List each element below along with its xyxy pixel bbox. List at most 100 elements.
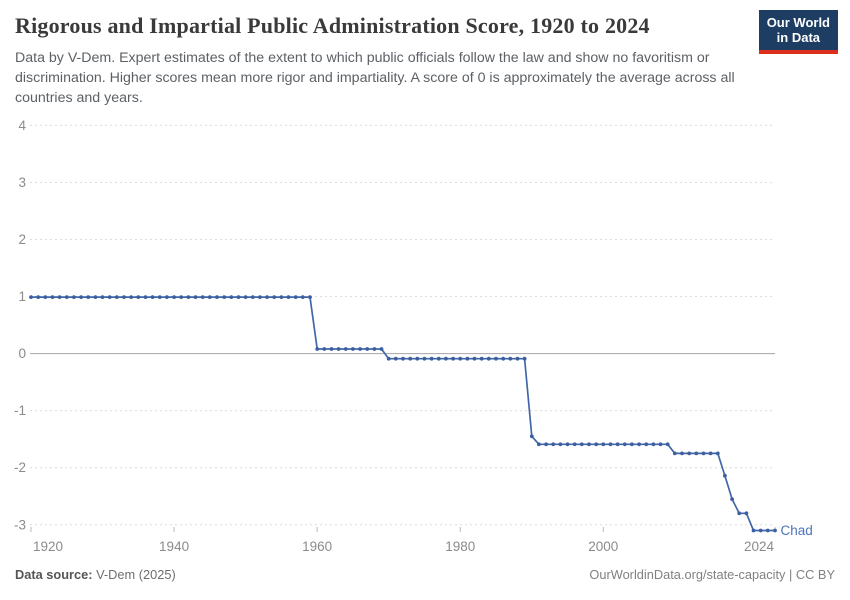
data-point[interactable] (644, 442, 649, 447)
data-point[interactable] (537, 442, 541, 447)
data-point[interactable] (751, 528, 756, 533)
data-point[interactable] (150, 295, 155, 299)
data-point[interactable] (408, 356, 413, 361)
data-point[interactable] (315, 347, 320, 351)
data-point[interactable] (401, 356, 405, 361)
data-point[interactable] (465, 356, 470, 361)
data-point[interactable] (665, 442, 670, 447)
data-point[interactable] (86, 295, 91, 299)
data-point[interactable] (444, 356, 448, 361)
data-point[interactable] (79, 295, 83, 299)
data-point[interactable] (336, 347, 341, 351)
data-point[interactable] (222, 295, 227, 299)
data-point[interactable] (565, 442, 570, 447)
data-point[interactable] (343, 347, 348, 351)
data-point[interactable] (293, 295, 298, 299)
data-point[interactable] (143, 295, 148, 299)
data-point[interactable] (544, 442, 548, 447)
credit-link[interactable]: OurWorldinData.org/state-capacity | CC B… (589, 567, 835, 582)
data-point[interactable] (587, 442, 591, 447)
data-point[interactable] (558, 442, 563, 447)
data-point[interactable] (715, 451, 720, 456)
data-point[interactable] (637, 442, 641, 447)
data-point[interactable] (494, 356, 498, 361)
data-point[interactable] (393, 356, 398, 361)
data-point[interactable] (72, 295, 76, 299)
data-point[interactable] (57, 295, 62, 299)
data-point[interactable] (579, 442, 584, 447)
data-point[interactable] (365, 347, 370, 351)
data-point[interactable] (694, 451, 699, 456)
data-point[interactable] (136, 295, 141, 299)
data-point[interactable] (687, 451, 692, 456)
data-point[interactable] (129, 295, 134, 299)
data-point[interactable] (765, 528, 770, 533)
data-point[interactable] (322, 347, 327, 351)
data-point[interactable] (215, 295, 219, 299)
data-point[interactable] (186, 295, 191, 299)
data-point[interactable] (300, 295, 305, 299)
data-point[interactable] (279, 295, 284, 299)
data-line-chad[interactable] (30, 296, 776, 532)
data-point[interactable] (422, 356, 427, 361)
data-point[interactable] (200, 295, 205, 299)
data-point[interactable] (100, 295, 105, 299)
data-point[interactable] (458, 356, 463, 361)
data-point[interactable] (451, 356, 455, 361)
data-point[interactable] (165, 295, 169, 299)
data-point[interactable] (351, 347, 355, 351)
data-point[interactable] (36, 295, 41, 299)
data-point[interactable] (372, 347, 377, 351)
data-point[interactable] (386, 356, 391, 361)
data-point[interactable] (329, 347, 334, 351)
data-point[interactable] (379, 347, 384, 351)
data-point[interactable] (93, 295, 98, 299)
data-point[interactable] (723, 473, 727, 478)
data-point[interactable] (122, 295, 126, 299)
data-point[interactable] (658, 442, 663, 447)
data-point[interactable] (708, 451, 713, 456)
data-point[interactable] (358, 347, 362, 351)
data-point[interactable] (744, 511, 749, 516)
data-point[interactable] (508, 356, 513, 361)
data-point[interactable] (672, 451, 677, 456)
data-point[interactable] (29, 295, 33, 299)
data-point[interactable] (179, 295, 184, 299)
data-point[interactable] (172, 295, 177, 299)
data-point[interactable] (572, 442, 577, 447)
data-point[interactable] (486, 356, 491, 361)
data-point[interactable] (522, 356, 527, 361)
data-point[interactable] (472, 356, 477, 361)
data-point[interactable] (250, 295, 255, 299)
data-point[interactable] (308, 295, 312, 299)
data-point[interactable] (229, 295, 234, 299)
data-point[interactable] (601, 442, 606, 447)
data-point[interactable] (651, 442, 656, 447)
data-point[interactable] (436, 356, 441, 361)
data-point[interactable] (501, 356, 506, 361)
data-point[interactable] (207, 295, 212, 299)
data-point[interactable] (551, 442, 556, 447)
data-point[interactable] (236, 295, 241, 299)
owid-logo[interactable]: Our World in Data (758, 10, 838, 54)
data-point[interactable] (429, 356, 434, 361)
data-point[interactable] (157, 295, 162, 299)
data-point[interactable] (114, 295, 119, 299)
data-point[interactable] (608, 442, 613, 447)
data-point[interactable] (773, 528, 777, 533)
data-point[interactable] (243, 295, 248, 299)
data-point[interactable] (515, 356, 520, 361)
data-point[interactable] (258, 295, 262, 299)
data-point[interactable] (680, 451, 684, 456)
data-point[interactable] (43, 295, 48, 299)
data-point[interactable] (529, 434, 534, 439)
data-point[interactable] (415, 356, 420, 361)
data-point[interactable] (286, 295, 291, 299)
data-point[interactable] (193, 295, 198, 299)
data-point[interactable] (265, 295, 269, 299)
data-point[interactable] (64, 295, 69, 299)
data-point[interactable] (50, 295, 55, 299)
data-point[interactable] (272, 295, 277, 299)
data-point[interactable] (737, 511, 742, 516)
